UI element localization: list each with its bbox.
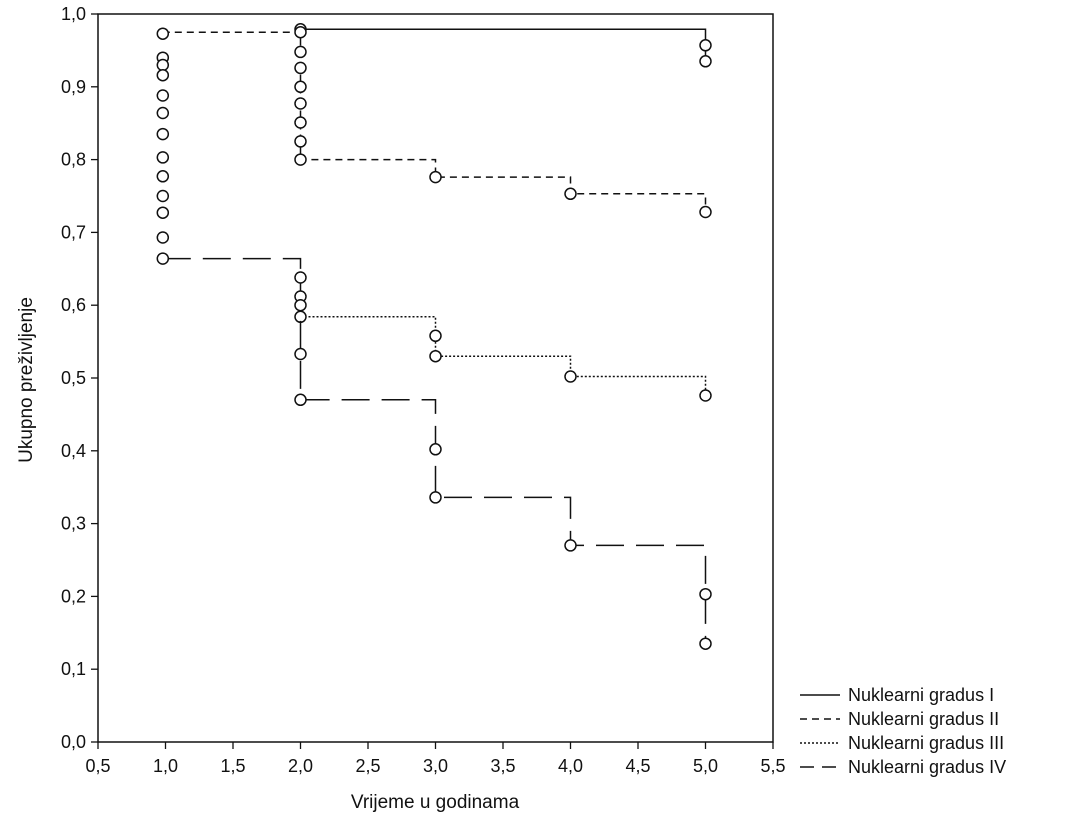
x-axis-title: Vrijeme u godinama	[351, 792, 520, 813]
censor-marker	[156, 127, 170, 141]
x-tick-label: 3,0	[423, 756, 448, 776]
censor-marker	[294, 310, 307, 324]
censor-marker	[699, 587, 712, 601]
censor-marker	[156, 68, 170, 82]
x-tick-label: 5,0	[693, 756, 718, 776]
censor-marker	[429, 491, 442, 504]
censor-marker	[294, 25, 307, 39]
censor-marker	[294, 393, 307, 407]
censor-marker	[699, 389, 712, 402]
censor-marker	[699, 55, 712, 68]
y-tick-label: 0,2	[61, 586, 86, 606]
censor-marker	[294, 298, 307, 312]
legend-label: Nuklearni gradus IV	[848, 757, 1006, 777]
censor-marker	[564, 187, 577, 201]
censor-marker	[294, 271, 307, 284]
censor-marker	[429, 349, 442, 363]
y-tick-label: 0,6	[61, 295, 86, 315]
x-axis: 0,5 1,0 1,5 2,0 2,5 3,0 3,5 4,0 4,5 5,0 5,5	[85, 742, 786, 776]
x-tick-label: 2,0	[288, 756, 313, 776]
censor-marker	[699, 637, 712, 650]
x-tick-label: 4,5	[625, 756, 650, 776]
y-axis-title: Ukupno preživljenje	[16, 297, 37, 463]
censor-marker	[156, 89, 170, 102]
x-tick-label: 4,0	[558, 756, 583, 776]
censor-marker	[699, 205, 712, 219]
series-line	[300, 28, 707, 62]
y-tick-label: 0,9	[61, 77, 86, 97]
censor-marker	[564, 370, 577, 383]
x-tick-label: 5,5	[760, 756, 785, 776]
censor-marker	[294, 45, 307, 59]
y-tick-label: 0,8	[61, 150, 86, 170]
series-line	[300, 316, 707, 396]
censor-marker	[156, 106, 170, 120]
censor-marker	[429, 170, 442, 184]
censor-marker	[294, 135, 307, 148]
censor-marker	[156, 206, 170, 219]
series-1	[294, 23, 712, 68]
censor-marker	[294, 116, 307, 129]
censor-marker	[294, 153, 307, 166]
censor-marker	[156, 27, 170, 40]
censor-marker	[429, 329, 442, 343]
censor-marker	[156, 170, 170, 183]
y-tick-label: 0,4	[61, 441, 86, 461]
y-tick-label: 0,1	[61, 659, 86, 679]
censor-marker	[294, 97, 307, 110]
y-tick-label: 0,0	[61, 732, 86, 752]
legend-label: Nuklearni gradus I	[848, 685, 994, 705]
y-tick-label: 0,3	[61, 514, 86, 534]
legend: Nuklearni gradus I Nuklearni gradus II Nuk…	[800, 685, 1006, 777]
censor-marker	[156, 58, 170, 72]
x-tick-label: 2,5	[355, 756, 380, 776]
legend-label: Nuklearni gradus II	[848, 709, 999, 729]
plot-frame	[97, 13, 774, 743]
censor-marker	[156, 231, 170, 244]
censor-marker	[294, 80, 307, 94]
censor-marker	[429, 443, 442, 456]
series-2	[156, 25, 712, 219]
series-4	[156, 51, 712, 650]
censor-marker	[564, 539, 577, 552]
censor-marker	[294, 347, 307, 361]
censor-marker	[294, 61, 307, 75]
y-tick-label: 1,0	[61, 4, 86, 24]
censor-marker	[156, 189, 170, 203]
censor-marker	[156, 252, 170, 265]
series-layer	[156, 23, 712, 650]
x-tick-label: 1,5	[220, 756, 245, 776]
x-tick-label: 3,5	[490, 756, 515, 776]
x-tick-label: 1,0	[153, 756, 178, 776]
y-tick-label: 0,7	[61, 222, 86, 242]
series-3	[294, 310, 712, 402]
x-tick-label: 0,5	[85, 756, 110, 776]
y-tick-label: 0,5	[61, 368, 86, 388]
legend-label: Nuklearni gradus III	[848, 733, 1004, 753]
censor-marker	[156, 151, 170, 164]
censor-marker	[699, 39, 712, 52]
y-axis: 0,0 0,1 0,2 0,3 0,4 0,5 0,6 0,7 0,8 0,9 1,0	[61, 4, 98, 752]
series-line	[162, 31, 707, 212]
